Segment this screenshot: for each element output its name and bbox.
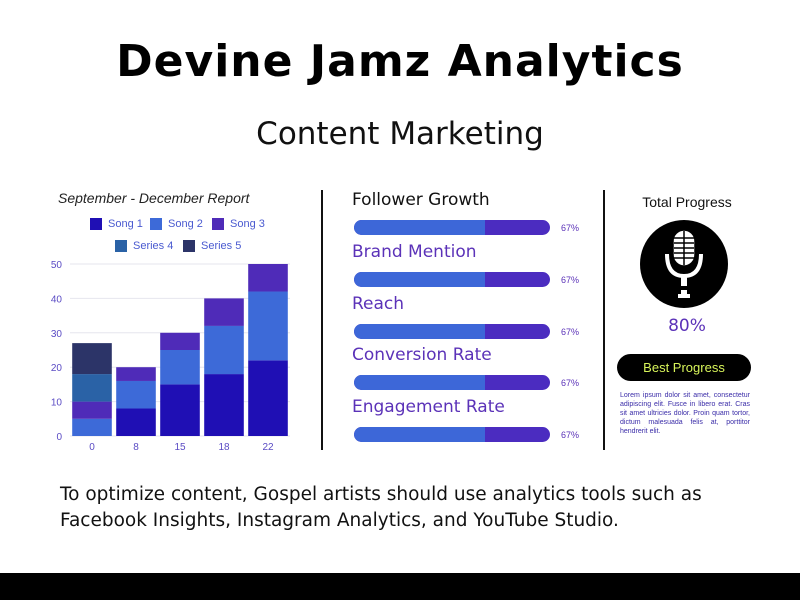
progress-bar (354, 427, 550, 442)
bar-segment (204, 325, 244, 375)
metric-follower-growth: Follower Growth (352, 190, 592, 210)
bar-segment (116, 380, 156, 409)
legend-item-song-3: Song 3 (212, 218, 265, 230)
progress-bar-fill (354, 375, 486, 390)
x-tick-label: 8 (133, 442, 139, 453)
progress-bar-fill (354, 324, 486, 339)
microphone-icon (640, 220, 728, 308)
bar-segment (248, 264, 288, 292)
progress-percent: 67% (561, 275, 580, 285)
divider-left (321, 190, 323, 450)
metric-label: Brand Mention (352, 242, 477, 262)
metrics-panel: Follower Growth 67% Brand Mention 67% Re… (352, 186, 592, 456)
x-tick-label: 18 (218, 442, 230, 453)
metric-reach: Reach (352, 294, 592, 314)
footer-text: To optimize content, Gospel artists shou… (60, 484, 702, 531)
legend-swatch (212, 218, 224, 230)
metric-conversion-rate: Conversion Rate (352, 345, 592, 365)
total-progress-percent: 80% (668, 316, 706, 336)
bar-segment (72, 418, 112, 436)
progress-bar-fill (354, 220, 486, 235)
legend-label: Song 3 (230, 218, 265, 230)
bar-segment (204, 374, 244, 436)
stacked-bar-chart: 0 10 20 30 40 50 0 8 15 18 22 (51, 260, 290, 453)
y-tick-label: 50 (51, 260, 63, 271)
chart-title: September - December Report (58, 190, 250, 206)
progress-bar (354, 272, 550, 287)
metric-brand-mention: Brand Mention (352, 242, 592, 262)
legend-label: Series 4 (133, 240, 174, 252)
page-subtitle: Content Marketing (256, 116, 544, 152)
y-tick-label: 40 (51, 294, 63, 305)
legend-swatch (183, 240, 195, 252)
legend-swatch (150, 218, 162, 230)
bar-segment (116, 408, 156, 436)
bar-segment (72, 343, 112, 375)
bar-segment (160, 350, 200, 385)
bar-segment (72, 401, 112, 419)
bar-segment (248, 360, 288, 436)
best-progress-button[interactable]: Best Progress (617, 354, 751, 381)
bar-segment (248, 291, 288, 361)
progress-percent: 67% (561, 378, 580, 388)
legend-item-series-5: Series 5 (183, 240, 241, 252)
metric-label: Reach (352, 294, 405, 314)
progress-percent: 67% (561, 327, 580, 337)
y-tick-label: 20 (51, 363, 63, 374)
bar-segment (204, 298, 244, 326)
x-tick-label: 0 (89, 442, 95, 453)
progress-bar-fill (354, 427, 486, 442)
progress-bar (354, 324, 550, 339)
bar-segment (72, 374, 112, 402)
legend-item-song-2: Song 2 (150, 218, 203, 230)
divider-right (603, 190, 605, 450)
y-tick-label: 10 (51, 398, 63, 409)
metric-label: Engagement Rate (352, 397, 505, 417)
legend-label: Song 2 (168, 218, 203, 230)
legend-label: Series 5 (201, 240, 242, 252)
total-progress-label: Total Progress (642, 194, 732, 210)
metric-engagement-rate: Engagement Rate (352, 397, 592, 417)
progress-bar (354, 375, 550, 390)
page-title: Devine Jamz Analytics (116, 36, 684, 87)
y-tick-label: 30 (51, 329, 63, 340)
y-tick-label: 0 (56, 432, 62, 443)
legend-item-series-4: Series 4 (115, 240, 173, 252)
legend-label: Song 1 (108, 218, 143, 230)
progress-bar-fill (354, 272, 486, 287)
progress-percent: 67% (561, 430, 580, 440)
bar-segment (116, 367, 156, 381)
x-tick-label: 15 (174, 442, 186, 453)
legend-swatch (115, 240, 127, 252)
legend-item-song-1: Song 1 (90, 218, 143, 230)
metric-label: Conversion Rate (352, 345, 492, 365)
chart-panel: September - December Report Song 1 Song … (40, 186, 300, 456)
bar-segment (160, 332, 200, 350)
progress-percent: 67% (561, 223, 580, 233)
description-text: Lorem ipsum dolor sit amet, consectetur … (620, 392, 750, 435)
footer-bar (0, 573, 800, 600)
progress-bar (354, 220, 550, 235)
metric-label: Follower Growth (352, 190, 490, 210)
x-tick-label: 22 (262, 442, 274, 453)
legend-swatch (90, 218, 102, 230)
total-progress-panel: Total Progress 80% Best Progress Lorem i… (612, 186, 762, 456)
bar-segment (160, 384, 200, 436)
